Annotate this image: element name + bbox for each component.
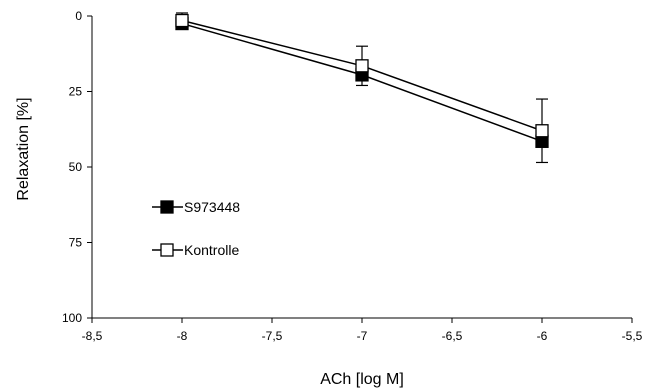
legend-marker-kontrolle [160,243,174,257]
data-point-kontrolle [175,13,189,28]
y-axis-title: Relaxation [%] [15,97,32,200]
x-tick-label: -8,5 [82,329,103,343]
x-tick-label: -5,5 [622,329,643,343]
y-tick-label: 50 [69,160,83,174]
data-point-kontrolle [535,124,549,138]
y-tick-label: 0 [75,9,82,23]
series-markers [175,13,549,148]
x-tick-label: -6 [537,329,548,343]
error-bars [176,12,548,164]
x-tick-label: -8 [177,329,188,343]
y-tick-label: 25 [69,85,83,99]
y-tick-label: 100 [62,311,82,325]
data-point-kontrolle [355,59,369,73]
legend-label-s973448: S973448 [184,199,240,215]
x-tick-label: -7,5 [262,329,283,343]
x-axis-title: ACh [log M] [320,371,404,388]
x-tick-label: -7 [357,329,368,343]
axes: 0 25 50 75 100-8,5 -8 -7,5 -7 -6,5 -6 -5,5 [62,9,643,343]
legend: S973448 Kontrolle [152,199,240,258]
x-tick-label: -6,5 [442,329,463,343]
legend-label-kontrolle: Kontrolle [184,242,239,258]
legend-marker-s973448 [160,200,174,214]
y-tick-label: 75 [69,236,83,250]
